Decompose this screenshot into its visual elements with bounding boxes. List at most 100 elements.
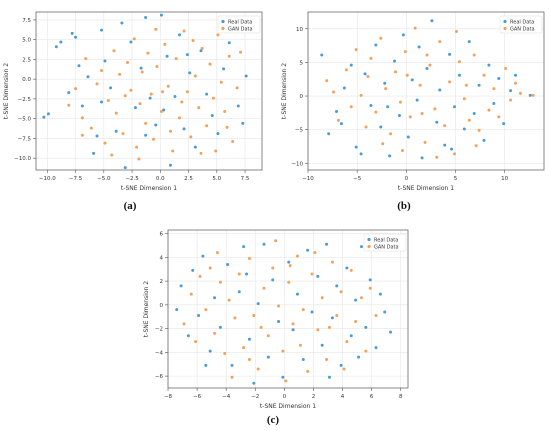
real-data-point (410, 78, 414, 82)
gan-data-point (497, 115, 501, 119)
legend-marker (221, 19, 225, 24)
plot-area (168, 230, 408, 388)
gan-data-point (126, 61, 130, 65)
y-tick-label: −5 (295, 128, 304, 134)
gan-data-point (121, 132, 125, 136)
gan-data-point (100, 68, 104, 72)
gan-data-point (418, 83, 422, 87)
real-data-point (144, 133, 148, 137)
real-data-point (359, 245, 363, 249)
gan-data-point (274, 239, 278, 243)
gan-data-point (140, 70, 144, 74)
real-data-point (339, 363, 343, 367)
real-data-point (139, 66, 143, 70)
real-data-point (295, 292, 299, 296)
real-data-point (388, 154, 392, 158)
real-data-point (487, 63, 491, 67)
real-data-point (191, 268, 195, 272)
x-tick-label: −5.0 (97, 176, 111, 182)
real-data-point (70, 31, 74, 35)
real-data-point (100, 28, 104, 32)
real-data-point (186, 334, 190, 338)
gan-data-point (364, 349, 368, 353)
real-data-point (103, 59, 107, 63)
legend-label: Real Data (228, 19, 252, 25)
real-data-point (374, 346, 378, 350)
y-tick-label: −10.0 (14, 156, 31, 162)
real-data-point (462, 127, 466, 131)
gan-data-point (389, 132, 393, 136)
gan-data-point (114, 111, 118, 115)
gan-data-point (366, 75, 370, 79)
x-tick-label: −8 (164, 394, 173, 400)
real-data-point (188, 71, 192, 75)
real-data-point (425, 66, 429, 70)
gan-data-point (336, 118, 340, 122)
x-tick-label: −4 (222, 394, 231, 400)
gan-data-point (230, 375, 234, 379)
real-data-point (86, 75, 90, 79)
gan-data-point (227, 298, 231, 302)
real-data-point (472, 112, 476, 116)
real-data-point (430, 19, 434, 23)
gan-data-point (259, 325, 263, 329)
gan-data-point (374, 314, 378, 318)
x-tick-label: −10 (302, 176, 314, 182)
gan-data-point (472, 53, 476, 57)
real-data-point (197, 314, 201, 318)
gan-data-point (342, 367, 346, 371)
real-data-point (178, 33, 182, 37)
real-data-point (54, 45, 58, 49)
legend-box (217, 15, 261, 34)
real-data-point (92, 151, 96, 155)
series-gan-data (67, 27, 243, 161)
real-data-point (213, 296, 217, 300)
caption-b: (b) (397, 200, 411, 212)
real-data-point (100, 100, 104, 104)
gan-data-point (180, 100, 184, 104)
y-tick-label: −10 (291, 161, 303, 167)
gan-data-point (332, 90, 336, 94)
gan-data-point (271, 266, 275, 270)
real-data-point (349, 334, 353, 338)
real-data-point (244, 74, 248, 78)
real-data-point (109, 86, 113, 90)
gan-data-point (262, 286, 266, 290)
gan-data-point (345, 340, 349, 344)
real-data-point (159, 13, 163, 17)
gan-data-point (185, 90, 189, 94)
gan-data-point (295, 254, 299, 258)
gan-data-point (443, 124, 447, 128)
y-tick-label: 0 (160, 303, 164, 309)
real-data-point (335, 284, 339, 288)
x-tick-label: 2 (312, 394, 316, 400)
gan-data-point (216, 33, 220, 37)
gan-data-point (531, 93, 535, 97)
real-data-point (291, 328, 295, 332)
real-data-point (216, 132, 220, 136)
gan-data-point (208, 266, 212, 270)
x-tick-label: 0 (405, 176, 409, 182)
gan-data-point (189, 135, 193, 139)
gan-data-point (364, 125, 368, 129)
gan-data-point (154, 27, 158, 31)
gan-data-point (454, 29, 458, 33)
y-tick-label: −2 (155, 327, 163, 333)
real-data-point (339, 122, 343, 126)
gan-data-point (193, 74, 197, 78)
gan-data-point (239, 50, 243, 54)
gan-data-point (235, 86, 239, 90)
gan-data-point (118, 72, 122, 76)
gan-data-point (103, 141, 107, 145)
gan-data-point (482, 73, 486, 77)
gan-data-point (138, 102, 142, 106)
real-data-point (245, 272, 249, 276)
gan-data-point (205, 124, 209, 128)
x-tick-label: 6 (370, 394, 374, 400)
real-data-point (383, 310, 387, 314)
y-tick-label: 5.0 (22, 38, 31, 44)
gan-data-point (453, 152, 457, 156)
